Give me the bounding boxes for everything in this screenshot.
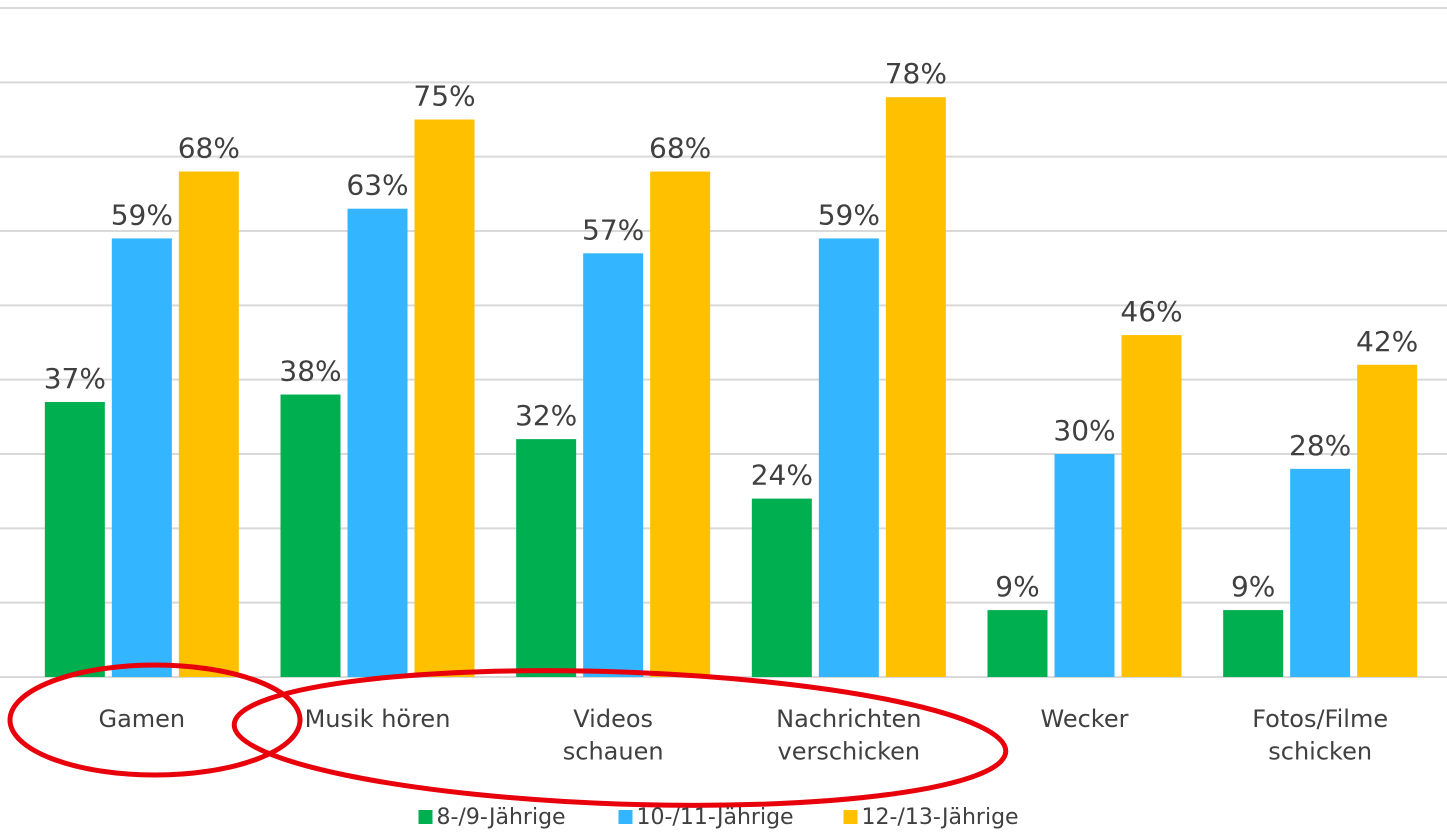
bar [751, 498, 812, 677]
legend-label: 12-/13-Jährige [862, 805, 1019, 830]
bar [516, 439, 577, 677]
bar [414, 119, 475, 677]
bar [583, 253, 644, 678]
data-label: 68% [649, 132, 711, 165]
bar [650, 171, 711, 678]
annotation-ellipse [7, 662, 303, 778]
bar [885, 97, 946, 677]
bar [1223, 610, 1284, 677]
x-tick-label: Nachrichten verschicken [776, 705, 921, 765]
bar [818, 238, 879, 677]
data-label: 63% [346, 169, 408, 202]
bar [178, 171, 239, 678]
x-tick-label: Musik hören [305, 705, 451, 733]
legend-item: 12-/13-Jährige [843, 805, 1019, 830]
data-label: 32% [515, 399, 577, 432]
x-tick-label: Gamen [98, 705, 185, 733]
x-tick-label: Wecker [1041, 705, 1129, 733]
data-label: 46% [1120, 295, 1182, 328]
grid [0, 7, 1447, 678]
data-label: 59% [111, 198, 173, 231]
data-label: 57% [582, 213, 644, 246]
legend-swatch [843, 810, 858, 824]
data-label: 30% [1053, 414, 1115, 447]
bar [1290, 468, 1351, 677]
data-label: 59% [818, 198, 880, 231]
data-label: 42% [1356, 325, 1418, 358]
legend-label: 8-/9-Jährige [437, 805, 566, 830]
bar [280, 394, 341, 677]
data-label: 9% [1231, 570, 1275, 603]
data-label: 78% [885, 57, 947, 90]
legend-label: 10-/11-Jährige [637, 805, 794, 830]
data-label: 75% [413, 80, 475, 113]
x-tick-label: Videos schauen [563, 705, 664, 765]
bar [1054, 454, 1115, 677]
bar [111, 238, 172, 677]
bar [987, 610, 1048, 677]
bar [44, 401, 105, 677]
data-label: 68% [178, 132, 240, 165]
data-label: 9% [995, 570, 1039, 603]
bar [347, 208, 408, 677]
legend-item: 10-/11-Jährige [618, 805, 794, 830]
bar [1357, 364, 1418, 677]
annotation-ellipse [231, 668, 1009, 808]
bar [1121, 335, 1182, 677]
legend-swatch [418, 810, 433, 824]
data-label: 37% [44, 362, 106, 395]
x-tick-label: Fotos/Filme schicken [1252, 705, 1388, 765]
legend-item: 8-/9-Jährige [418, 805, 566, 830]
data-label: 24% [751, 459, 813, 492]
legend: 8-/9-Jährige 10-/11-Jährige 12-/13-Jährige [418, 805, 1019, 830]
data-label: 38% [279, 355, 341, 388]
data-label: 28% [1289, 429, 1351, 462]
legend-swatch [618, 810, 633, 824]
bars [44, 97, 1418, 678]
